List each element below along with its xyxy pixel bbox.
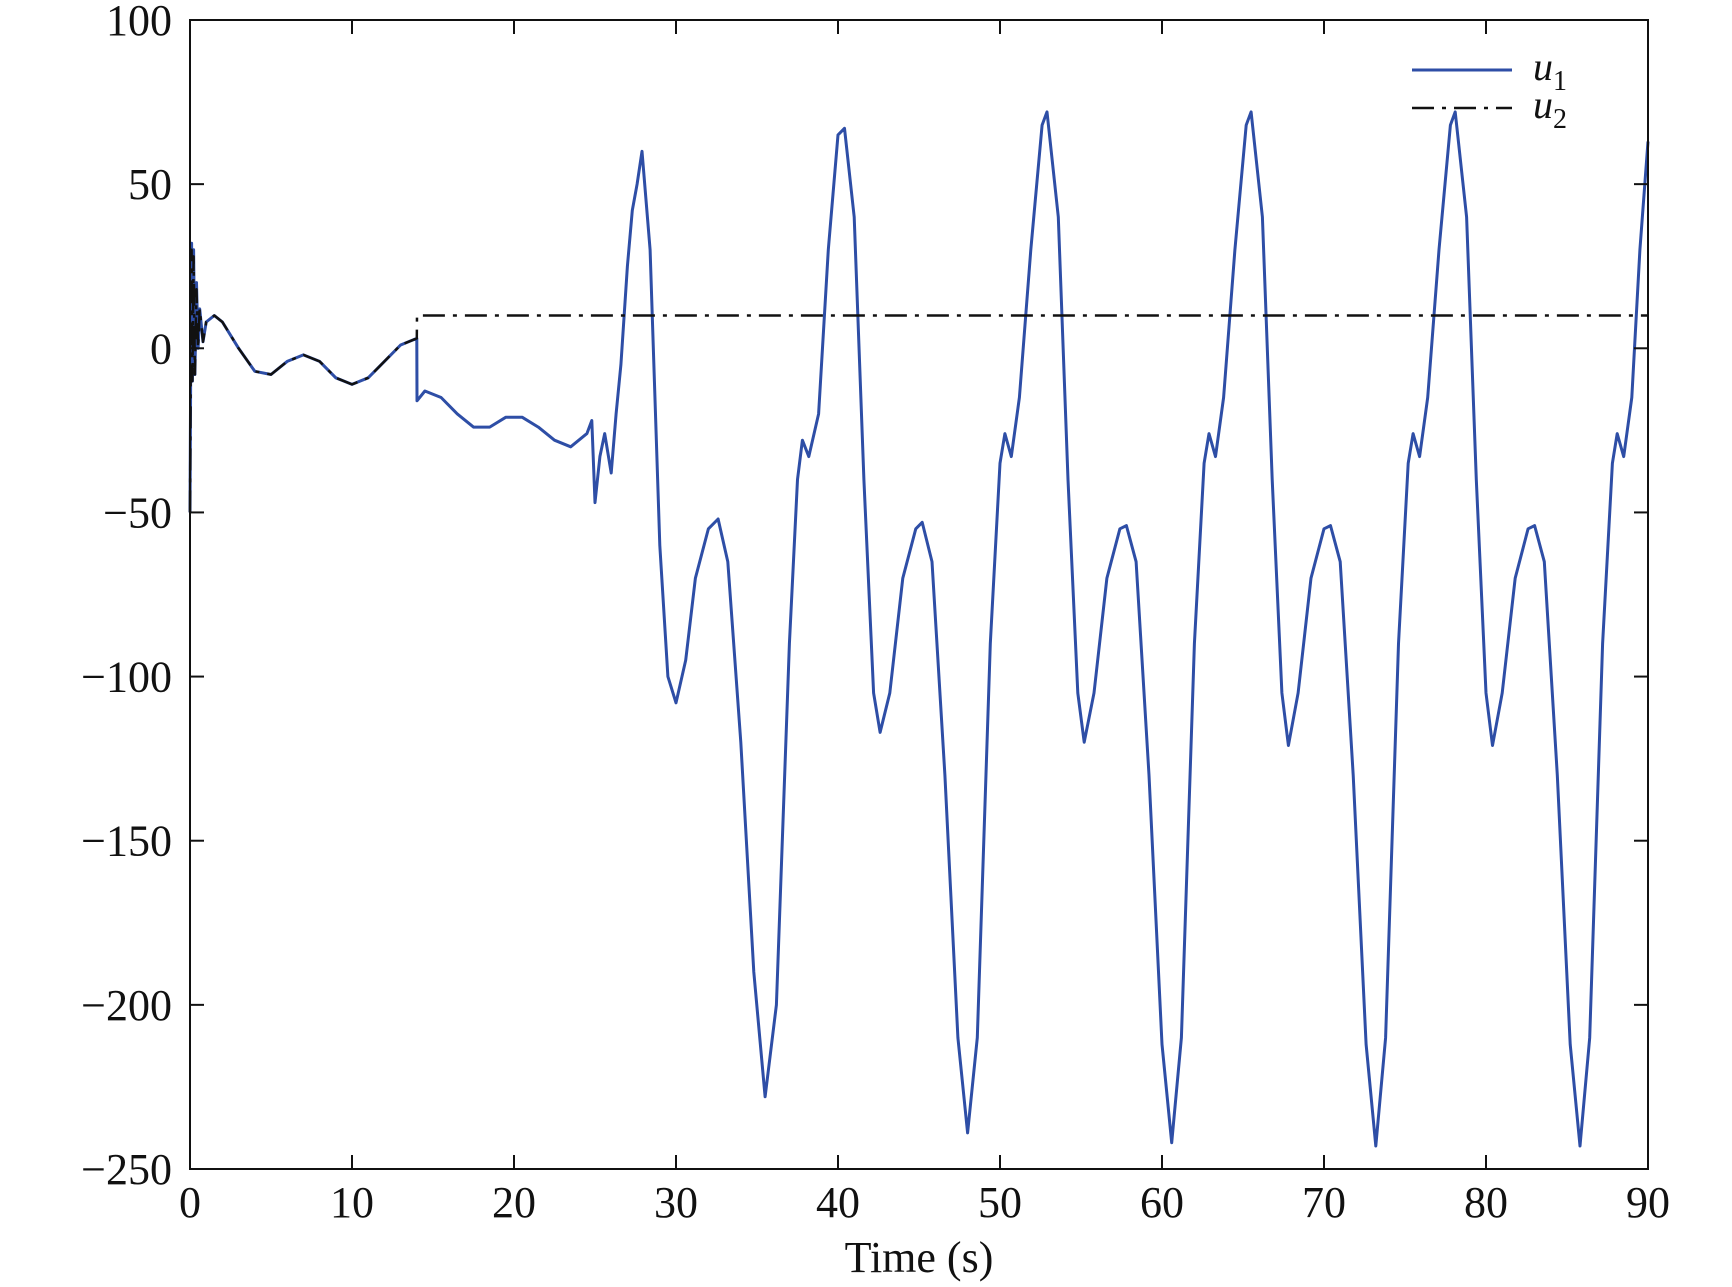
x-tick-label: 20 xyxy=(492,1178,536,1227)
y-tick-label: 100 xyxy=(106,0,172,45)
plot-frame xyxy=(189,19,1649,1170)
x-axis-title: Time (s) xyxy=(845,1233,994,1282)
legend-base-u1: u xyxy=(1533,44,1553,89)
x-tick-label: 90 xyxy=(1626,1178,1670,1227)
tick-layer: 0 10 20 30 40 50 60 70 80 90 100 50 0 −50 −100 −150 −200… xyxy=(81,0,1670,1227)
x-tick-label: 30 xyxy=(654,1178,698,1227)
plot-area xyxy=(190,20,1648,1169)
series-u2-line xyxy=(188,248,1648,513)
legend-sub-u2: 2 xyxy=(1553,104,1567,135)
x-tick-label: 10 xyxy=(330,1178,374,1227)
y-tick-label: −50 xyxy=(103,488,172,537)
legend: u1 u2 xyxy=(1412,44,1567,135)
y-tick-label: −100 xyxy=(81,653,172,702)
series-layer xyxy=(188,110,1650,1148)
x-tick-label: 50 xyxy=(978,1178,1022,1227)
legend-base-u2: u xyxy=(1533,82,1553,127)
x-tick-label: 70 xyxy=(1302,1178,1346,1227)
x-tick-label: 40 xyxy=(816,1178,860,1227)
y-tick-label: −250 xyxy=(81,1145,172,1194)
x-tick-label: 80 xyxy=(1464,1178,1508,1227)
legend-sub-u1: 1 xyxy=(1553,66,1567,97)
y-tick-label: −150 xyxy=(81,817,172,866)
y-tick-label: −200 xyxy=(81,981,172,1030)
legend-label-u2: u2 xyxy=(1533,82,1567,135)
y-tick-label: 50 xyxy=(128,160,172,209)
x-tick-label: 60 xyxy=(1140,1178,1184,1227)
x-tick-label: 0 xyxy=(179,1178,201,1227)
legend-label-u1: u1 xyxy=(1533,44,1567,97)
y-tick-label: 0 xyxy=(150,324,172,373)
series-u1-line xyxy=(188,110,1650,1148)
